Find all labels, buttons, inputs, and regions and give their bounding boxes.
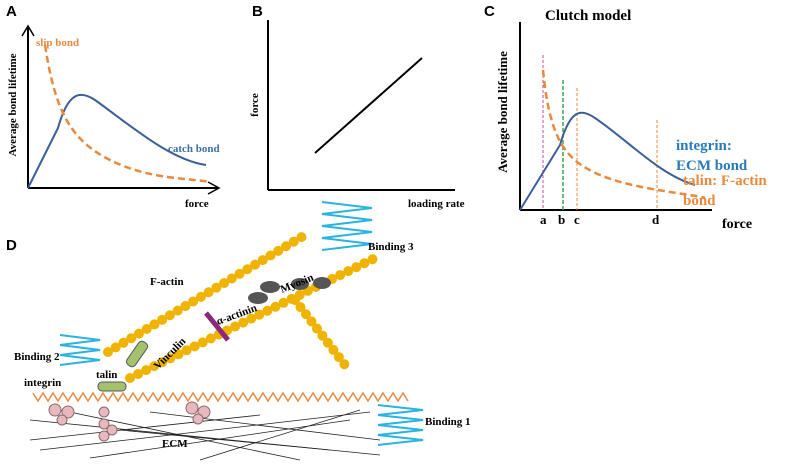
ecm-fibers: [29, 409, 381, 461]
slip-curve: [43, 44, 211, 184]
panel-label: A: [6, 3, 17, 20]
membrane: [32, 391, 409, 403]
panel-b: B force loading rate: [249, 3, 465, 210]
axes: [519, 22, 712, 211]
marker-label: c: [574, 212, 580, 227]
catch-curve: [27, 93, 207, 189]
talin-label: talin: F-actin: [683, 173, 767, 189]
axes: [267, 20, 455, 191]
integrin-label: integrin:: [676, 138, 732, 154]
binding3-label: Binding 3: [368, 241, 414, 253]
integrin-label: ECM bond: [676, 158, 748, 174]
integrin-label: integrin: [24, 377, 61, 389]
panel-label: C: [484, 3, 495, 20]
y-axis-label: Average bond lifetime: [7, 53, 19, 156]
binding1-label: Binding 1: [425, 416, 471, 428]
talin-shape: [97, 381, 127, 392]
integrins: [48, 401, 211, 442]
vinculin: [125, 340, 149, 368]
y-axis-label: force: [249, 93, 261, 117]
factin-label: F-actin: [150, 276, 184, 288]
panel-c: C Clutch model Average bond lifetime for…: [484, 3, 767, 232]
x-axis-label: force: [185, 198, 209, 210]
actinin: [204, 311, 230, 342]
talin-label: bond: [683, 193, 716, 209]
catch-label: catch bond: [168, 143, 220, 155]
panel-label: D: [6, 237, 17, 254]
panel-d: D Binding 3 Bindi: [6, 201, 471, 461]
marker-label: b: [558, 212, 565, 227]
marker-label: a: [540, 212, 547, 227]
actin-filaments: [103, 230, 380, 383]
line: [314, 57, 423, 154]
marker-label: d: [652, 212, 660, 227]
ecm-label: ECM: [162, 438, 188, 450]
talin-label: talin: [96, 369, 117, 381]
myosin-heads: [248, 277, 331, 304]
x-axis-label: force: [722, 217, 752, 232]
talin-curve: [541, 69, 706, 200]
panel-label: B: [252, 3, 263, 20]
panel-a: A Average bond lifetime force slip bond …: [6, 3, 221, 210]
integrin-curve: [519, 111, 696, 211]
springs: [59, 201, 424, 446]
binding2-label: Binding 2: [14, 351, 60, 363]
title: Clutch model: [545, 8, 631, 24]
x-axis-label: loading rate: [408, 198, 465, 210]
axes: [27, 28, 218, 189]
slip-label: slip bond: [36, 37, 79, 49]
arrowheads: [21, 24, 221, 195]
y-axis-label: Average bond lifetime: [495, 51, 510, 173]
